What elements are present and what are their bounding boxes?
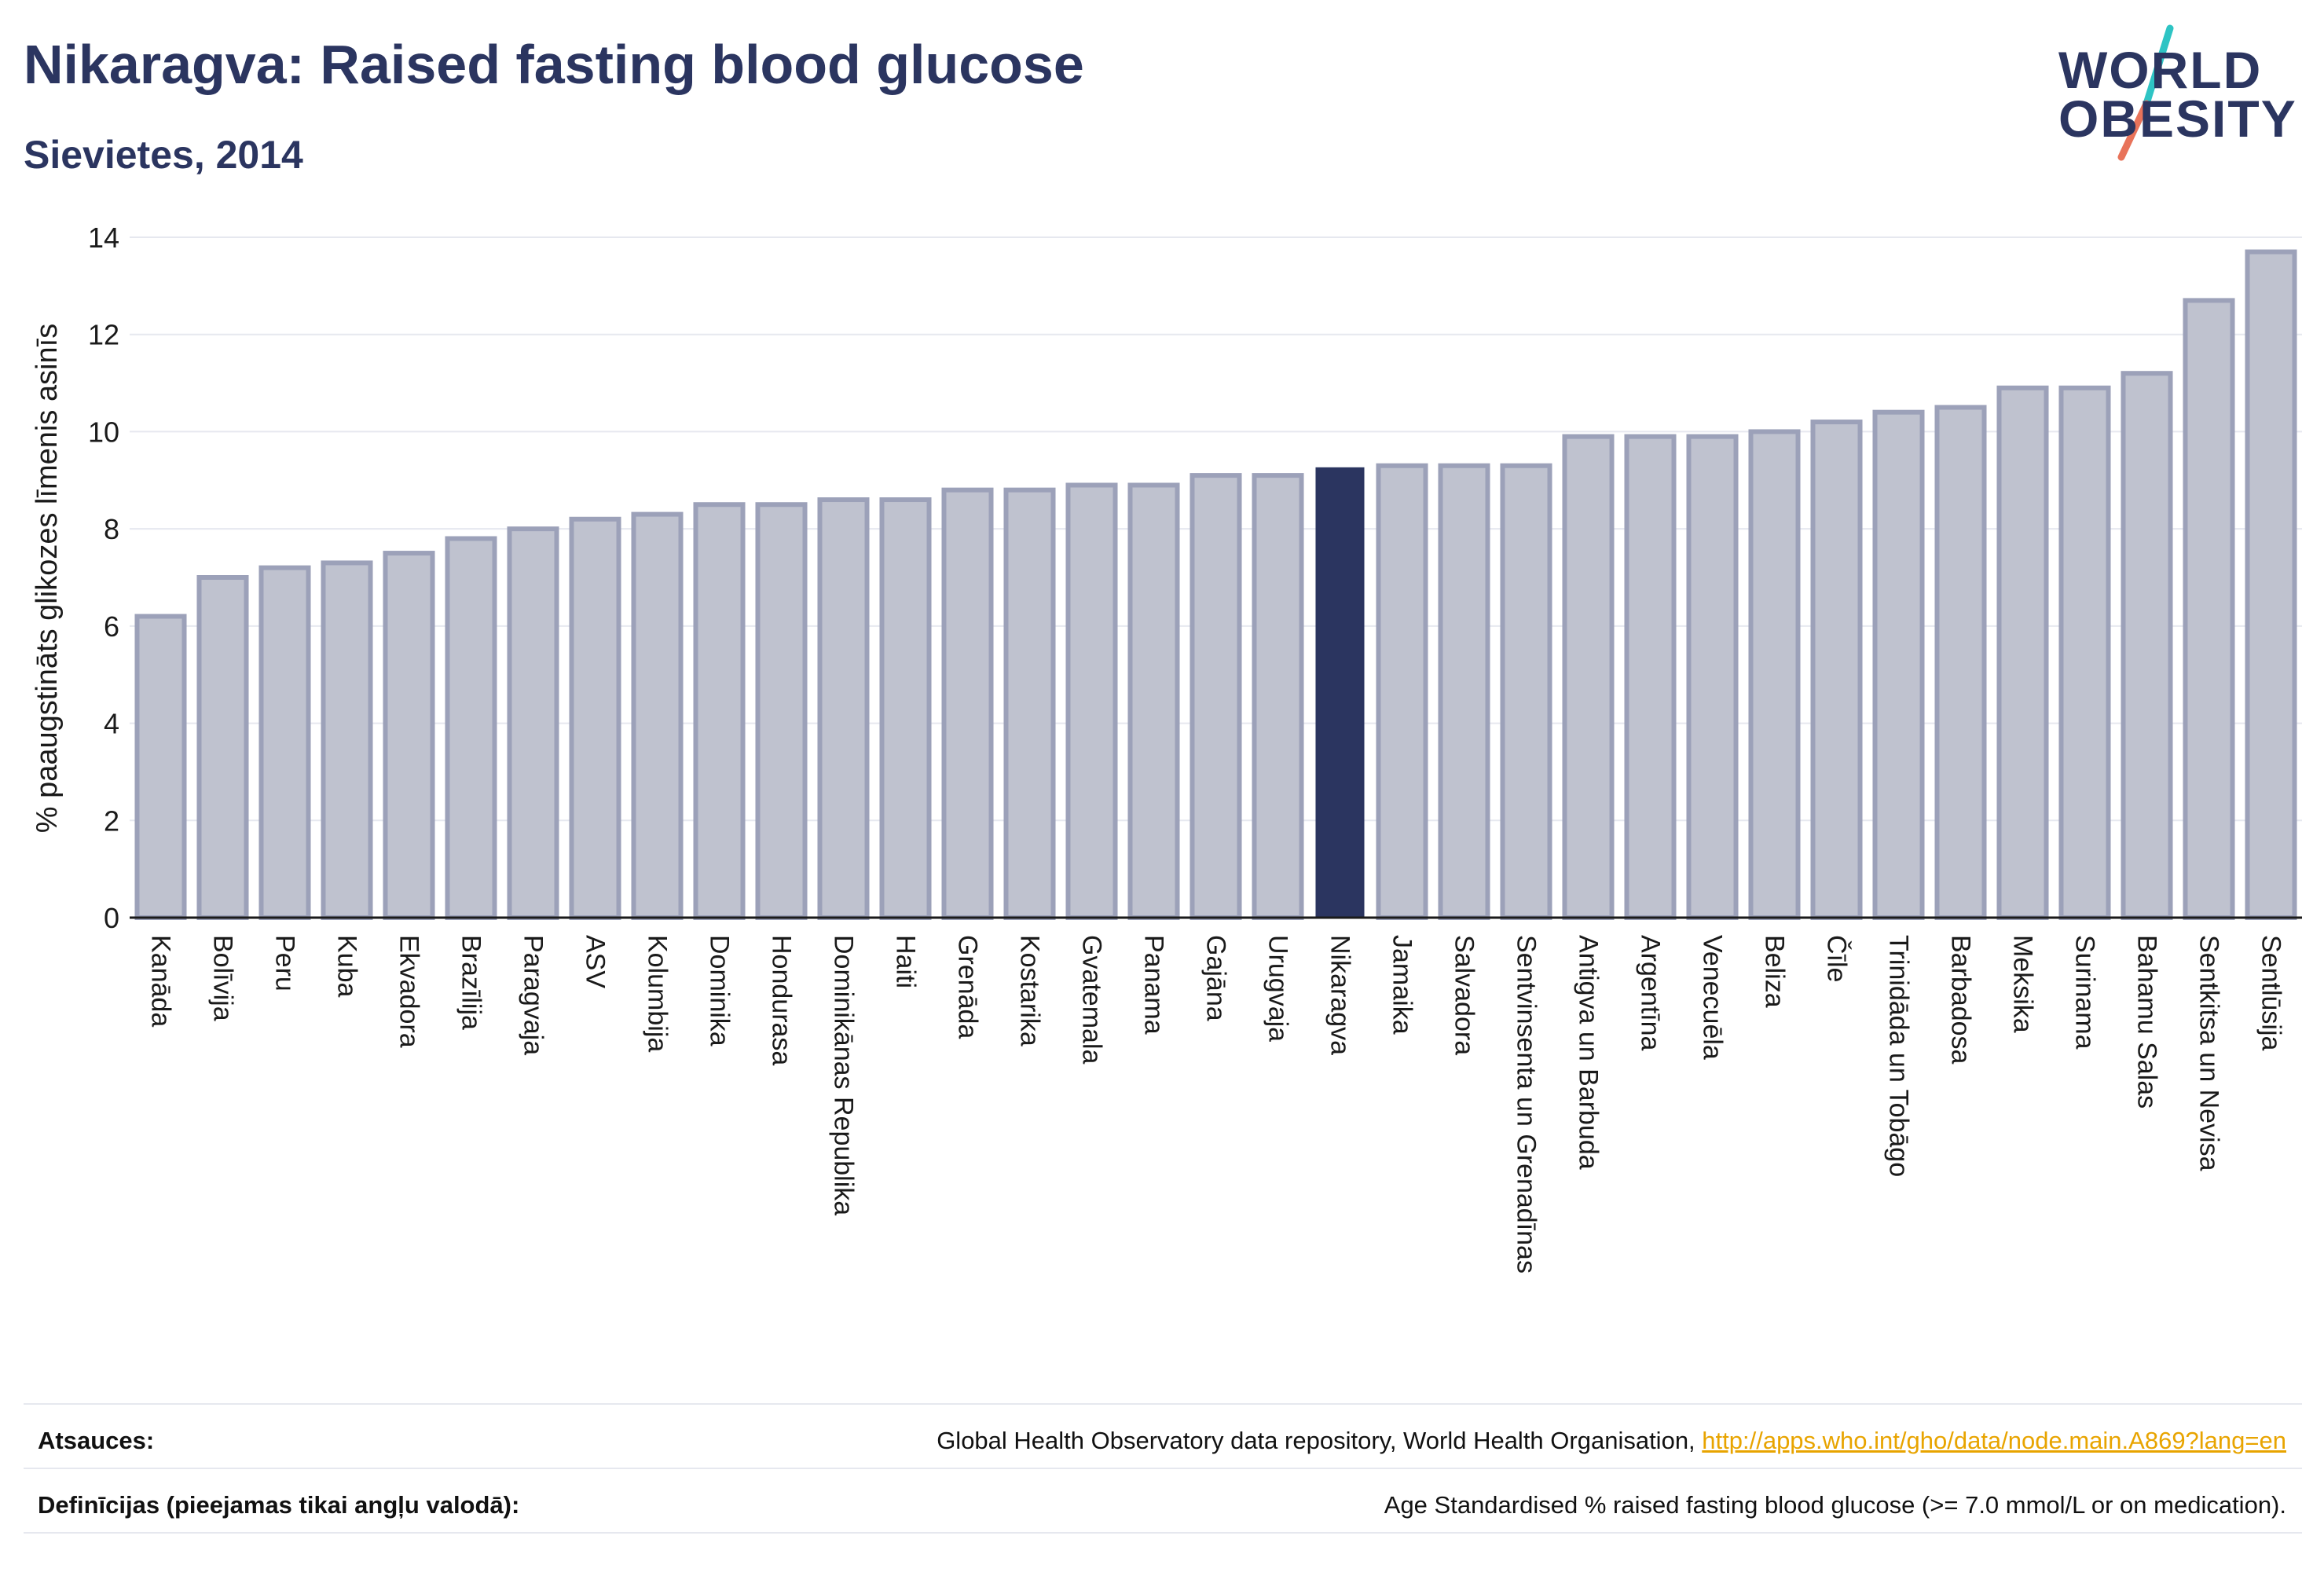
x-tick-label: Panama [1139,935,1169,1035]
bar[interactable] [1686,434,1739,920]
bar[interactable] [1810,420,1863,920]
y-tick-label: 8 [104,513,119,545]
x-tick-label: Sentvinsenta un Grenadīnas [1512,935,1541,1274]
y-tick-label: 2 [104,804,119,837]
bar[interactable] [2058,385,2111,920]
x-tick-label: Antigva un Barbuda [1574,935,1604,1170]
bar[interactable] [755,502,808,920]
x-tick-label: Gvatemala [1077,935,1107,1064]
y-tick-label: 4 [104,708,119,740]
bar[interactable] [1376,463,1428,920]
bar[interactable] [1748,429,1801,920]
y-tick-label: 10 [88,416,119,448]
bar[interactable] [879,497,932,920]
y-tick-label: 12 [88,319,119,351]
y-axis-ticks: 0 2 4 6 8 10 12 14 [88,222,119,934]
x-tick-label: Ekvadora [394,935,424,1048]
x-tick-label: Jamaika [1387,935,1417,1035]
x-tick-label: Argentīna [1636,935,1666,1051]
sources-text: Global Health Observatory data repositor… [937,1427,1703,1454]
bar[interactable] [1127,482,1180,920]
x-tick-label: Čīle [1822,935,1852,982]
x-tick-label: Dominika [705,935,735,1046]
chart-bars [134,249,2297,921]
bar[interactable] [507,526,559,921]
sources-label: Atsauces: [38,1427,155,1454]
bar[interactable] [1065,482,1118,920]
chart-title: Nikaragva: Raised fasting blood glucose [24,34,1084,95]
bar[interactable] [631,511,684,920]
y-tick-label: 6 [104,610,119,643]
x-tick-label: Peru [270,935,300,991]
bar[interactable] [321,560,373,920]
x-tick-label: Kanāda [146,935,176,1027]
bar[interactable] [1500,463,1552,920]
definitions-label: Definīcijas (pieejamas tikai angļu valod… [38,1491,520,1519]
definitions-value: Age Standardised % raised fasting blood … [1384,1491,2286,1519]
x-tick-label: Kolumbija [643,935,673,1052]
x-tick-label: Sentkitsa un Nevisa [2194,935,2224,1171]
bar[interactable] [445,536,497,920]
chart-subtitle: Sievietes, 2014 [24,133,303,177]
sources-link[interactable]: http://apps.who.int/gho/data/node.main.A… [1702,1427,2286,1454]
bar[interactable] [2121,371,2173,920]
bar-highlighted[interactable] [1315,467,1365,918]
logo-line-2: OBESITY [2058,90,2297,148]
bar[interactable] [1003,487,1056,920]
footer-divider [24,1532,2302,1534]
x-tick-label: Beliza [1760,935,1790,1008]
x-tick-label: Nikaragva [1325,935,1355,1055]
y-axis-label: % paaugstināts glikozes līmenis asinīs [31,324,64,833]
bar[interactable] [2183,298,2235,920]
x-tick-label: Brazīlija [456,935,486,1030]
bar[interactable] [1189,473,1242,920]
x-tick-label: Sentlūsija [2256,935,2286,1051]
x-tick-label: Paragvaja [519,935,548,1055]
world-obesity-logo: WORLD OBESITY [2043,22,2302,163]
x-tick-label: Kuba [332,935,362,997]
x-tick-label: Bahamu Salas [2132,935,2162,1109]
sources-value: Global Health Observatory data repositor… [937,1427,2286,1455]
bar[interactable] [383,551,435,920]
x-tick-label: Trinidāda un Tobāgo [1884,935,1914,1177]
x-tick-label: Surinama [2070,935,2100,1050]
bar[interactable] [134,614,187,920]
x-tick-label: Urugvaja [1263,935,1293,1042]
bar[interactable] [1624,434,1677,920]
bar[interactable] [1872,409,1925,920]
bar[interactable] [1996,385,2049,920]
footer-divider [24,1403,2302,1405]
bar[interactable] [693,502,746,920]
bar[interactable] [1562,434,1615,920]
x-tick-label: Bolīvija [208,935,238,1021]
logo-line-1: WORLD [2058,41,2263,99]
bar[interactable] [941,487,994,920]
x-tick-label: Kostarika [1015,935,1045,1046]
x-tick-label: Grenāda [953,935,983,1039]
y-tick-label: 0 [104,902,119,934]
y-tick-label: 14 [88,222,119,254]
bar[interactable] [258,565,311,921]
bar[interactable] [2245,249,2297,920]
bar[interactable] [196,575,249,920]
x-tick-label: Barbadosa [1946,935,1976,1065]
bar[interactable] [1934,405,1987,920]
x-tick-label: ASV [581,935,610,988]
x-tick-label: Haiti [891,935,921,988]
bar[interactable] [1252,473,1304,920]
x-tick-label: Dominikānas Republika [829,935,859,1215]
bar[interactable] [569,516,621,920]
bar[interactable] [1438,463,1490,920]
x-tick-label: Hondurasa [767,935,797,1065]
x-tick-label: Gajāna [1201,935,1231,1021]
logo-slash-icon [2117,24,2174,161]
x-axis-ticks: Kanāda Bolīvija Peru Kuba Ekvadora Brazīlija P… [146,935,2286,1274]
footer-divider [24,1468,2302,1469]
x-tick-label: Meksika [2008,935,2038,1033]
bar-chart: 0 2 4 6 8 10 12 14 Kanāda Bolīvija Peru Kuba Ekvado… [31,222,2302,1274]
x-tick-label: Salvadora [1450,935,1479,1055]
x-tick-label: Venecuēla [1698,935,1728,1060]
bar[interactable] [817,497,870,920]
